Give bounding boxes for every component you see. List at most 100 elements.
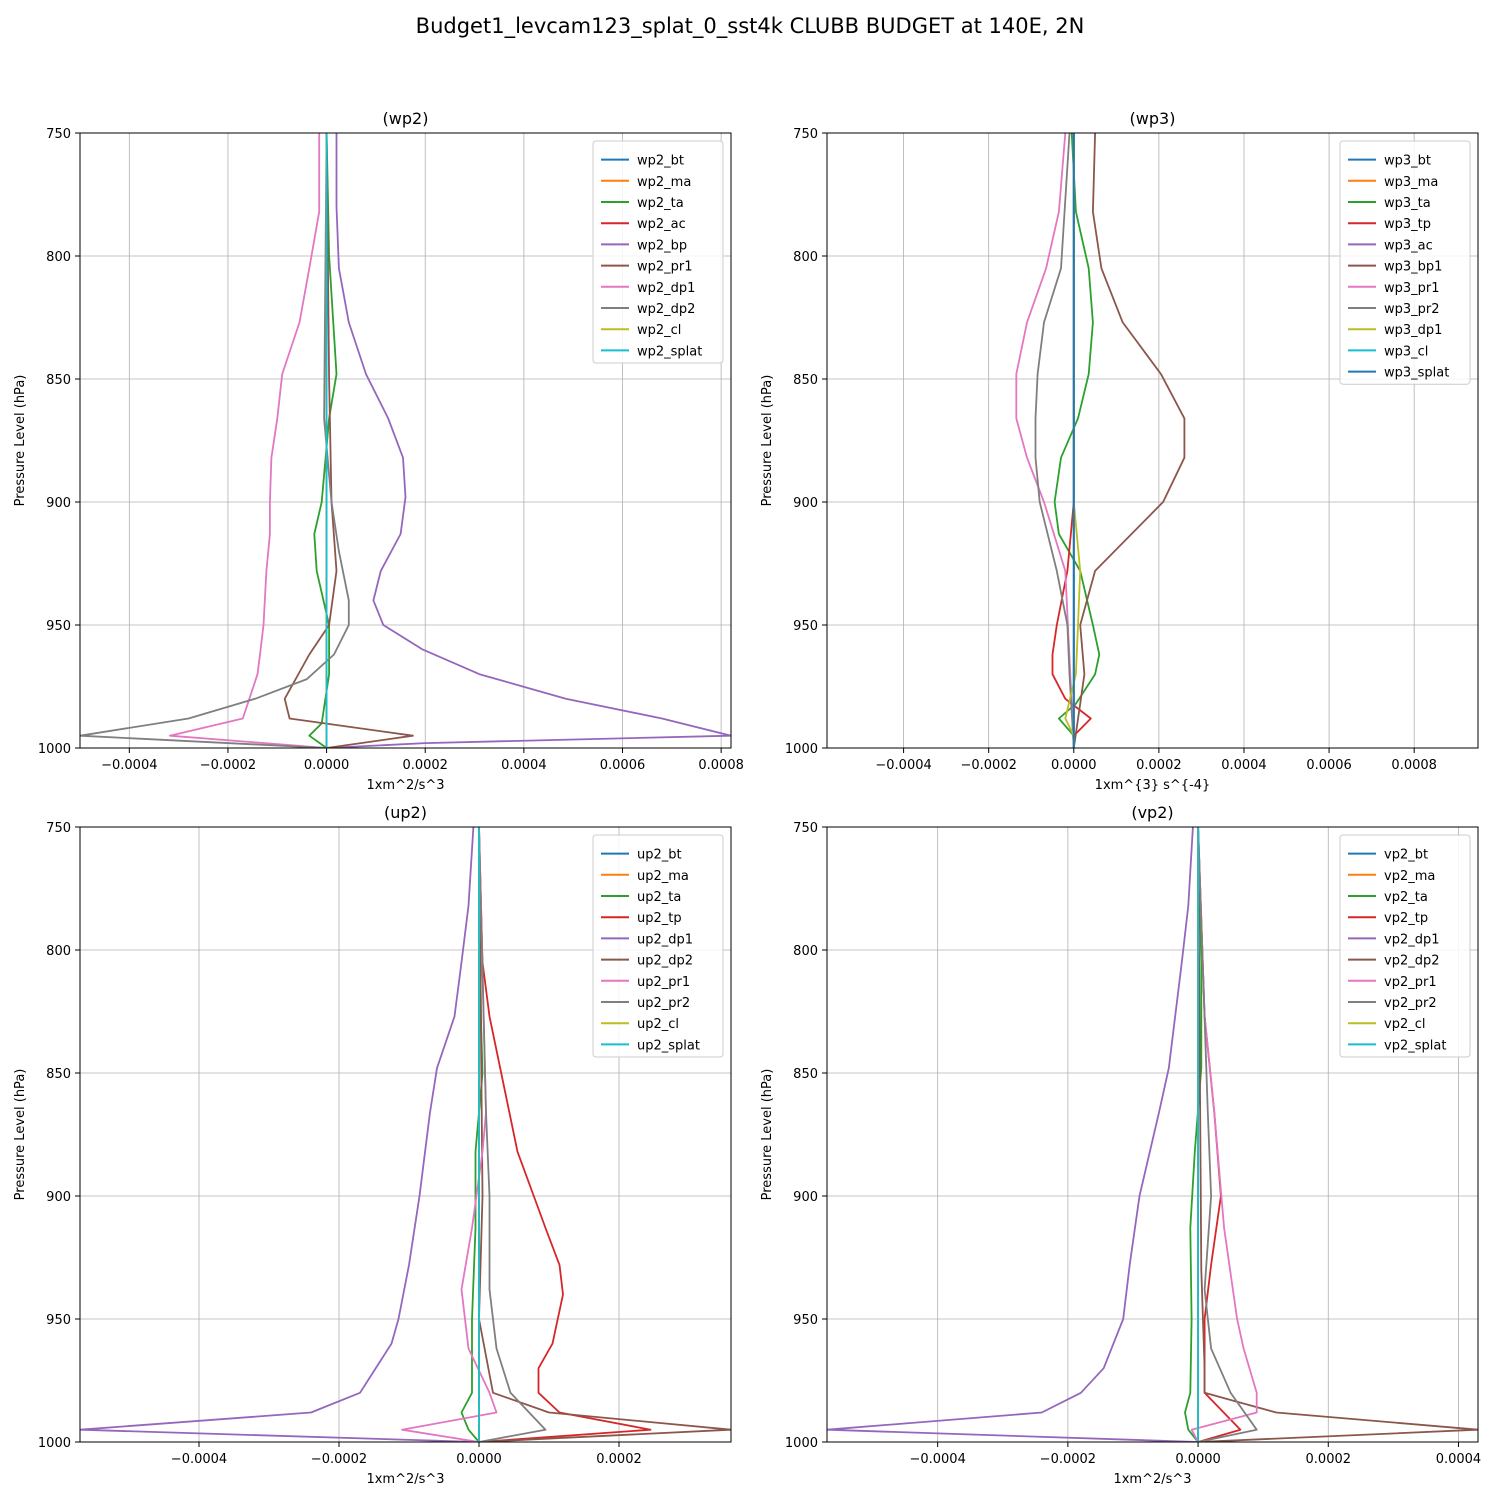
x-tick-label: 0.0000 [304, 758, 350, 773]
y-tick-label: 950 [793, 1313, 818, 1328]
legend-entry-wp2_ac: wp2_ac [637, 217, 686, 232]
chart-title: (vp2) [1131, 803, 1173, 822]
figure-title: Budget1_levcam123_splat_0_sst4k CLUBB BU… [415, 14, 1085, 38]
series-line-wp3_pr2 [1034, 133, 1075, 748]
legend-entry-wp2_ma: wp2_ma [637, 175, 691, 190]
x-tick-label: 0.0004 [1436, 1452, 1482, 1467]
x-tick-label: 0.0000 [1051, 758, 1097, 773]
chart-panel-0: (wp2) −0.0004 −0.0002 0.0000 0.0002 0.0004 0.0… [13, 109, 744, 793]
y-tick-label: 800 [793, 250, 818, 265]
axes-frame [826, 826, 1479, 1443]
y-tick-label: 750 [793, 821, 818, 836]
legend: vp2_bt vp2_ma vp2_ta vp2_tp vp2_dp1 vp2_dp2vp… [1339, 834, 1471, 1058]
y-tick-label: 850 [46, 373, 71, 388]
y-tick-label: 1000 [785, 742, 818, 757]
y-tick-label: 900 [46, 1190, 71, 1205]
legend-entry-wp3_ac: wp3_ac [1384, 238, 1433, 253]
series-line-wp2_bp [326, 133, 731, 748]
x-tick-label: 0.0006 [600, 758, 646, 773]
legend-entry-vp2_dp1: vp2_dp1 [1384, 932, 1440, 947]
legend-entry-vp2_pr1: vp2_pr1 [1384, 975, 1437, 990]
x-tick-label: −0.0004 [875, 758, 931, 773]
legend-entry-wp3_pr1: wp3_pr1 [1384, 281, 1440, 296]
series-group [80, 827, 731, 1442]
series-group [827, 827, 1478, 1442]
legend: up2_bt up2_ma up2_ta up2_tp up2_dp1 up2_dp2up… [592, 834, 724, 1058]
x-axis-label: 1xm^2/s^3 [366, 1472, 444, 1487]
series-line-up2_pr1 [401, 827, 498, 1442]
axes-frame [826, 132, 1479, 749]
legend-entry-wp2_pr1: wp2_pr1 [637, 260, 693, 275]
legend-entry-up2_ma: up2_ma [637, 869, 689, 884]
legend-entry-wp2_splat: wp2_splat [637, 344, 702, 359]
x-tick-label: 0.0008 [698, 758, 744, 773]
series-line-vp2_ta [1184, 827, 1203, 1442]
legend-entry-wp2_cl: wp2_cl [637, 323, 681, 338]
x-tick-label: 0.0002 [1306, 1452, 1352, 1467]
legend-entry-up2_bt: up2_bt [637, 848, 682, 863]
axes-frame [79, 826, 732, 1443]
legend-entry-vp2_tp: vp2_tp [1384, 911, 1428, 926]
legend-entry-wp3_tp: wp3_tp [1384, 217, 1431, 232]
y-tick-label: 850 [46, 1067, 71, 1082]
x-tick-label: −0.0002 [1040, 1452, 1096, 1467]
series-line-wp3_ta [1053, 133, 1101, 748]
legend-entry-wp3_bt: wp3_bt [1384, 154, 1431, 169]
legend-entry-up2_cl: up2_cl [637, 1017, 679, 1032]
y-tick-label: 1000 [785, 1436, 818, 1451]
legend: wp3_bt wp3_ma wp3_ta wp3_tp wp3_ac wp3_bp1 wp3… [1339, 140, 1471, 385]
x-tick-label: −0.0004 [171, 1452, 227, 1467]
legend-entry-up2_dp1: up2_dp1 [637, 932, 693, 947]
series-line-vp2_dp2 [1197, 827, 1478, 1442]
chart-panel-2: (up2) −0.0004 −0.0002 0.0000 0.0002 750 800 850… [13, 803, 732, 1487]
y-axis-label: Pressure Level (hPa) [760, 1069, 775, 1201]
series-line-up2_tp [478, 827, 652, 1442]
x-axis-label: 1xm^2/s^3 [1113, 1472, 1191, 1487]
series-line-up2_dp2 [478, 827, 731, 1442]
y-tick-label: 800 [793, 944, 818, 959]
series-line-vp2_dp1 [827, 827, 1199, 1442]
y-tick-label: 900 [46, 496, 71, 511]
series-line-up2_pr2 [478, 827, 547, 1442]
legend-entry-up2_tp: up2_tp [637, 911, 682, 926]
legend-entry-wp3_pr2: wp3_pr2 [1384, 302, 1440, 317]
x-tick-label: −0.0004 [101, 758, 157, 773]
axes-frame [79, 132, 732, 749]
y-tick-label: 950 [46, 619, 71, 634]
legend-entry-wp3_splat: wp3_splat [1384, 366, 1449, 381]
legend-entry-up2_dp2: up2_dp2 [637, 954, 693, 969]
x-tick-label: −0.0002 [200, 758, 256, 773]
legend-entry-up2_pr2: up2_pr2 [637, 996, 690, 1011]
y-axis-label: Pressure Level (hPa) [760, 375, 775, 507]
y-tick-label: 800 [46, 944, 71, 959]
legend-entry-vp2_ta: vp2_ta [1384, 890, 1428, 905]
series-line-vp2_pr2 [1197, 827, 1258, 1442]
chart-title: (wp3) [1130, 109, 1176, 128]
series-line-up2_dp1 [80, 827, 480, 1442]
x-tick-label: 0.0006 [1306, 758, 1352, 773]
series-line-wp2_pr1 [283, 133, 414, 748]
x-axis-label: 1xm^2/s^3 [366, 778, 444, 793]
series-line-wp2_dp1 [168, 133, 327, 748]
series-group [1015, 133, 1186, 748]
x-tick-label: 0.0002 [1136, 758, 1182, 773]
chart-title: (wp2) [383, 109, 429, 128]
legend-entry-wp2_ta: wp2_ta [637, 196, 684, 211]
y-tick-label: 1000 [38, 1436, 71, 1451]
x-tick-label: 0.0000 [1175, 1452, 1221, 1467]
legend-entry-vp2_cl: vp2_cl [1384, 1017, 1425, 1032]
y-tick-label: 800 [46, 250, 71, 265]
legend-entry-vp2_splat: vp2_splat [1384, 1038, 1446, 1053]
y-tick-label: 750 [793, 127, 818, 142]
x-tick-label: −0.0004 [909, 1452, 965, 1467]
y-axis-label: Pressure Level (hPa) [13, 375, 28, 507]
y-tick-label: 900 [793, 1190, 818, 1205]
x-tick-label: 0.0000 [456, 1452, 502, 1467]
chart-panel-3: (vp2) −0.0004 −0.0002 0.0000 0.0002 0.0004 750… [760, 803, 1481, 1487]
legend-entry-wp3_dp1: wp3_dp1 [1384, 323, 1442, 338]
chart-title: (up2) [384, 803, 427, 822]
y-tick-label: 900 [793, 496, 818, 511]
y-axis-label: Pressure Level (hPa) [13, 1069, 28, 1201]
y-tick-label: 1000 [38, 742, 71, 757]
